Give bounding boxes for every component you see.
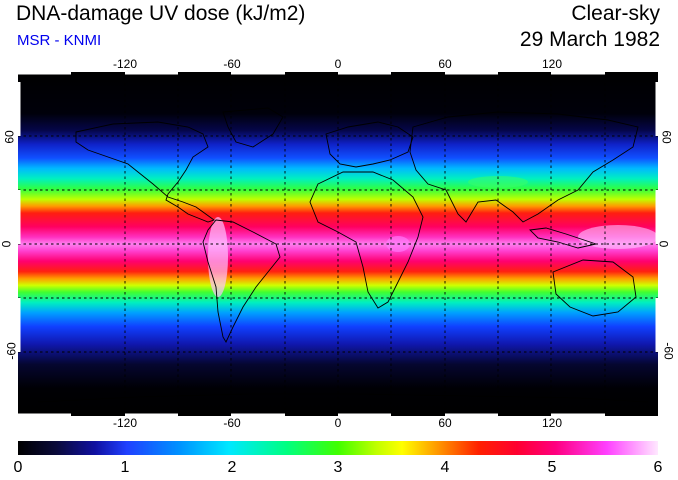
lon-tick-bottom: 120: [541, 416, 563, 430]
asia-coastline: [409, 111, 639, 223]
lon-tick-bottom: 60: [438, 416, 452, 430]
colorbar-label: 5: [547, 459, 557, 476]
lon-tick-top: 120: [541, 57, 563, 71]
lat-tick-right: 60: [659, 130, 674, 144]
colorbar-label: 4: [440, 459, 450, 476]
graticule: [18, 72, 658, 416]
colorbar-label: 0: [13, 459, 23, 476]
lon-tick-top: 0: [334, 57, 342, 71]
africa-coastline: [309, 171, 424, 309]
colorbar-label: 6: [653, 459, 663, 476]
australia-coastline: [552, 259, 637, 317]
andes-high-dose: [208, 217, 228, 297]
colorbar: [18, 441, 658, 455]
colorbar-label: 3: [333, 459, 343, 476]
lon-tick-bottom: -60: [223, 416, 241, 430]
lat-tick-right: -60: [661, 342, 676, 360]
colorbar-label: 2: [227, 459, 237, 476]
colorbar-label: 1: [120, 459, 130, 476]
lon-tick-bottom: -120: [112, 416, 138, 430]
south-america-coastline: [202, 219, 281, 343]
lon-tick-top: -120: [112, 57, 138, 71]
west-pacific-high-dose: [578, 225, 658, 249]
source-label: MSR - KNMI: [17, 32, 102, 49]
lat-tick-left: -60: [4, 342, 19, 360]
antarctica-coastline: [37, 393, 649, 403]
coastlines: [37, 107, 649, 403]
sky-condition-label: Clear-sky: [571, 2, 660, 25]
frame-ticks: [18, 72, 658, 416]
north-america-coastline: [75, 121, 215, 223]
lat-tick-left: 60: [2, 130, 17, 144]
uv-dose-world-map: [18, 72, 658, 416]
lat-tick-right: 0: [656, 240, 671, 248]
date-label: 29 March 1982: [519, 28, 660, 51]
lon-tick-bottom: 0: [334, 416, 342, 430]
greenland-coastline: [222, 107, 284, 148]
lon-tick-top: -60: [223, 57, 241, 71]
lat-tick-left: 0: [0, 240, 14, 248]
map-title: DNA-damage UV dose (kJ/m2): [16, 2, 306, 25]
lon-tick-top: 60: [438, 57, 452, 71]
